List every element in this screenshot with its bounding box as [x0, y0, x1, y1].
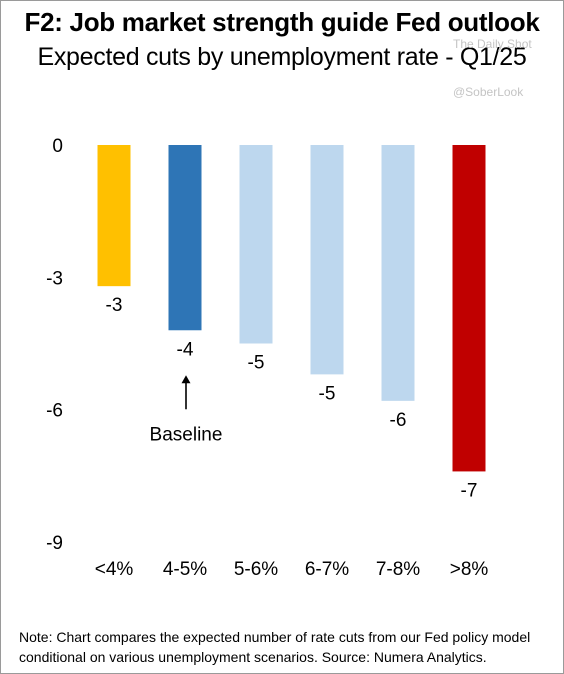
data-label: -7: [461, 480, 478, 501]
category-label: 6-7%: [305, 559, 349, 580]
y-tick-label: 0: [52, 136, 63, 157]
chart-note: Note: Chart compares the expected number…: [19, 629, 531, 665]
data-label: -5: [319, 383, 336, 404]
bar-3: [310, 145, 344, 375]
bar-0: [97, 145, 131, 287]
data-label: -6: [390, 410, 407, 431]
y-tick-label: -3: [46, 268, 63, 289]
baseline-arrow-head: [181, 375, 191, 384]
bar-5: [452, 145, 486, 472]
baseline-annotation: Baseline: [150, 424, 223, 445]
bar-2: [239, 145, 273, 344]
category-label: <4%: [95, 559, 134, 580]
chart-title: F2: Job market strength guide Fed outloo…: [24, 7, 540, 37]
chart-subtitle: Expected cuts by unemployment rate - Q1/…: [37, 43, 527, 71]
data-label: -3: [106, 295, 123, 316]
data-label: -5: [248, 353, 265, 374]
category-label: >8%: [450, 559, 489, 580]
bar-4: [381, 145, 415, 401]
y-tick-label: -9: [46, 533, 63, 554]
category-label: 4-5%: [163, 559, 207, 580]
bar-1: [168, 145, 202, 331]
watermark-daily-shot: The Daily Shot: [453, 37, 532, 51]
category-label: 5-6%: [234, 559, 278, 580]
category-label: 7-8%: [376, 559, 420, 580]
data-label: -4: [177, 339, 194, 360]
watermark-soberlook: @SoberLook: [453, 85, 524, 99]
y-tick-label: -6: [46, 401, 63, 422]
